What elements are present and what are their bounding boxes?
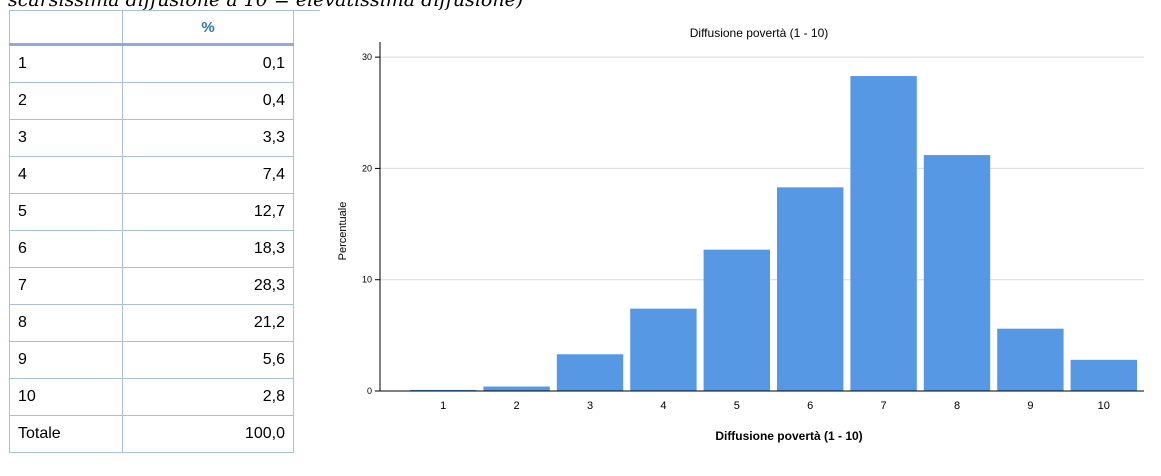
row-label-cell: 8	[9, 304, 123, 342]
row-value-cell: 100,0	[122, 415, 294, 453]
bar-8	[923, 155, 991, 391]
row-label-cell: 2	[9, 82, 123, 120]
x-tick-label: 10	[1098, 400, 1110, 412]
row-value-cell: 0,4	[122, 82, 294, 120]
table-row: 2 0,4	[9, 82, 294, 120]
bar-5	[703, 249, 770, 391]
table-row: 6 18,3	[9, 230, 294, 268]
gridlines	[380, 56, 1144, 281]
row-label-cell: 10	[9, 378, 123, 416]
header-label-cell	[9, 10, 123, 46]
table-header-row: %	[9, 10, 294, 46]
x-tick-label: 3	[587, 400, 593, 412]
x-tick-label: 2	[514, 400, 520, 412]
table-row: 4 7,4	[9, 156, 294, 194]
table-row: Totale 100,0	[9, 415, 294, 453]
bar-2	[483, 386, 550, 391]
y-axis-label: Percentuale	[337, 202, 349, 261]
y-tick-label: 0	[367, 386, 372, 396]
x-tick-label: 9	[1027, 400, 1033, 412]
table-row: 3 3,3	[9, 119, 294, 157]
table-row: 7 28,3	[9, 267, 294, 305]
row-label-cell: 9	[9, 341, 123, 379]
y-tick-label: 10	[362, 275, 372, 285]
x-tick-label: 1	[440, 400, 446, 412]
frequency-table: % 1 0,1 2 0,4 3 3,3 4 7,4 5 12,7 6 18,3 7 28,3 8 21,2 9 5…	[9, 10, 294, 453]
bar-7	[850, 76, 917, 391]
bar-3	[556, 354, 624, 391]
x-tick-label: 8	[954, 400, 960, 412]
row-label-cell: 1	[9, 44, 123, 83]
row-value-cell: 21,2	[122, 304, 294, 342]
row-label-cell: 4	[9, 156, 123, 194]
row-value-cell: 3,3	[122, 119, 294, 157]
row-label-cell: 5	[9, 193, 123, 231]
y-tick-label: 30	[362, 52, 372, 62]
axes	[379, 42, 1144, 392]
row-value-cell: 0,1	[122, 44, 294, 83]
row-value-cell: 2,8	[122, 378, 294, 416]
y-tick-label: 20	[362, 163, 372, 173]
row-value-cell: 28,3	[122, 267, 294, 305]
x-tick-labels: 1 2 3 4 5 6 7 8 9 10	[440, 400, 1110, 412]
row-value-cell: 18,3	[122, 230, 294, 268]
x-tick-label: 6	[807, 400, 813, 412]
row-value-cell: 7,4	[122, 156, 294, 194]
bar-1	[410, 389, 477, 391]
row-label-cell: 7	[9, 267, 123, 305]
x-axis-label: Diffusione povertà (1 - 10)	[715, 429, 862, 443]
row-value-cell: 12,7	[122, 193, 294, 231]
row-label-cell: Totale	[9, 415, 123, 453]
bars	[410, 76, 1137, 391]
table-row: 5 12,7	[9, 193, 294, 231]
table-row: 9 5,6	[9, 341, 294, 379]
x-tick-label: 7	[881, 400, 887, 412]
bar-4	[630, 308, 697, 391]
table-row: 10 2,8	[9, 378, 294, 416]
bar-chart: Diffusione povertà (1 - 10) Percentuale …	[337, 26, 1144, 443]
bar-6	[777, 187, 844, 391]
bar-10	[1070, 359, 1137, 391]
row-label-cell: 6	[9, 230, 123, 268]
caption: scarsissima diffusione a 10 = elevatissi…	[8, 0, 524, 11]
chart-title: Diffusione povertà (1 - 10)	[690, 26, 829, 40]
x-tick-label: 5	[734, 400, 740, 412]
table-row: 8 21,2	[9, 304, 294, 342]
bar-9	[997, 328, 1064, 391]
y-tick-labels: 0 10 20 30	[362, 52, 380, 396]
x-tick-label: 4	[660, 400, 666, 412]
header-percent-cell: %	[122, 10, 294, 46]
table-top-rule	[289, 10, 320, 11]
row-value-cell: 5,6	[122, 341, 294, 379]
row-label-cell: 3	[9, 119, 123, 157]
table-row: 1 0,1	[9, 44, 294, 83]
